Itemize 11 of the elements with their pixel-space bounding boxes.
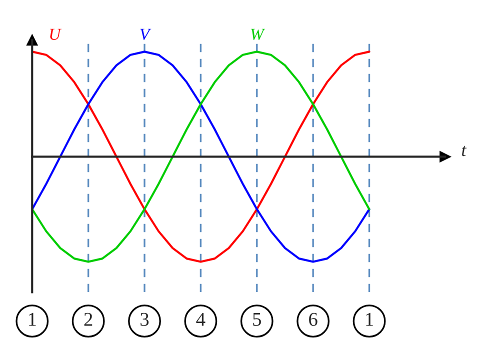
series-label: V	[140, 28, 152, 40]
series-label: U	[50, 28, 62, 40]
x-tick-label: 3	[140, 312, 149, 326]
series-label: W	[251, 28, 266, 40]
x-tick-label: 1	[366, 312, 373, 326]
x-tick-label: 2	[84, 312, 92, 326]
x-tick-label: 4	[196, 312, 206, 326]
x-tick-label: 1	[28, 312, 36, 326]
x-tick-label: 6	[309, 312, 318, 326]
x-axis-title: t	[462, 146, 467, 156]
x-tick-label: 5	[253, 313, 261, 326]
